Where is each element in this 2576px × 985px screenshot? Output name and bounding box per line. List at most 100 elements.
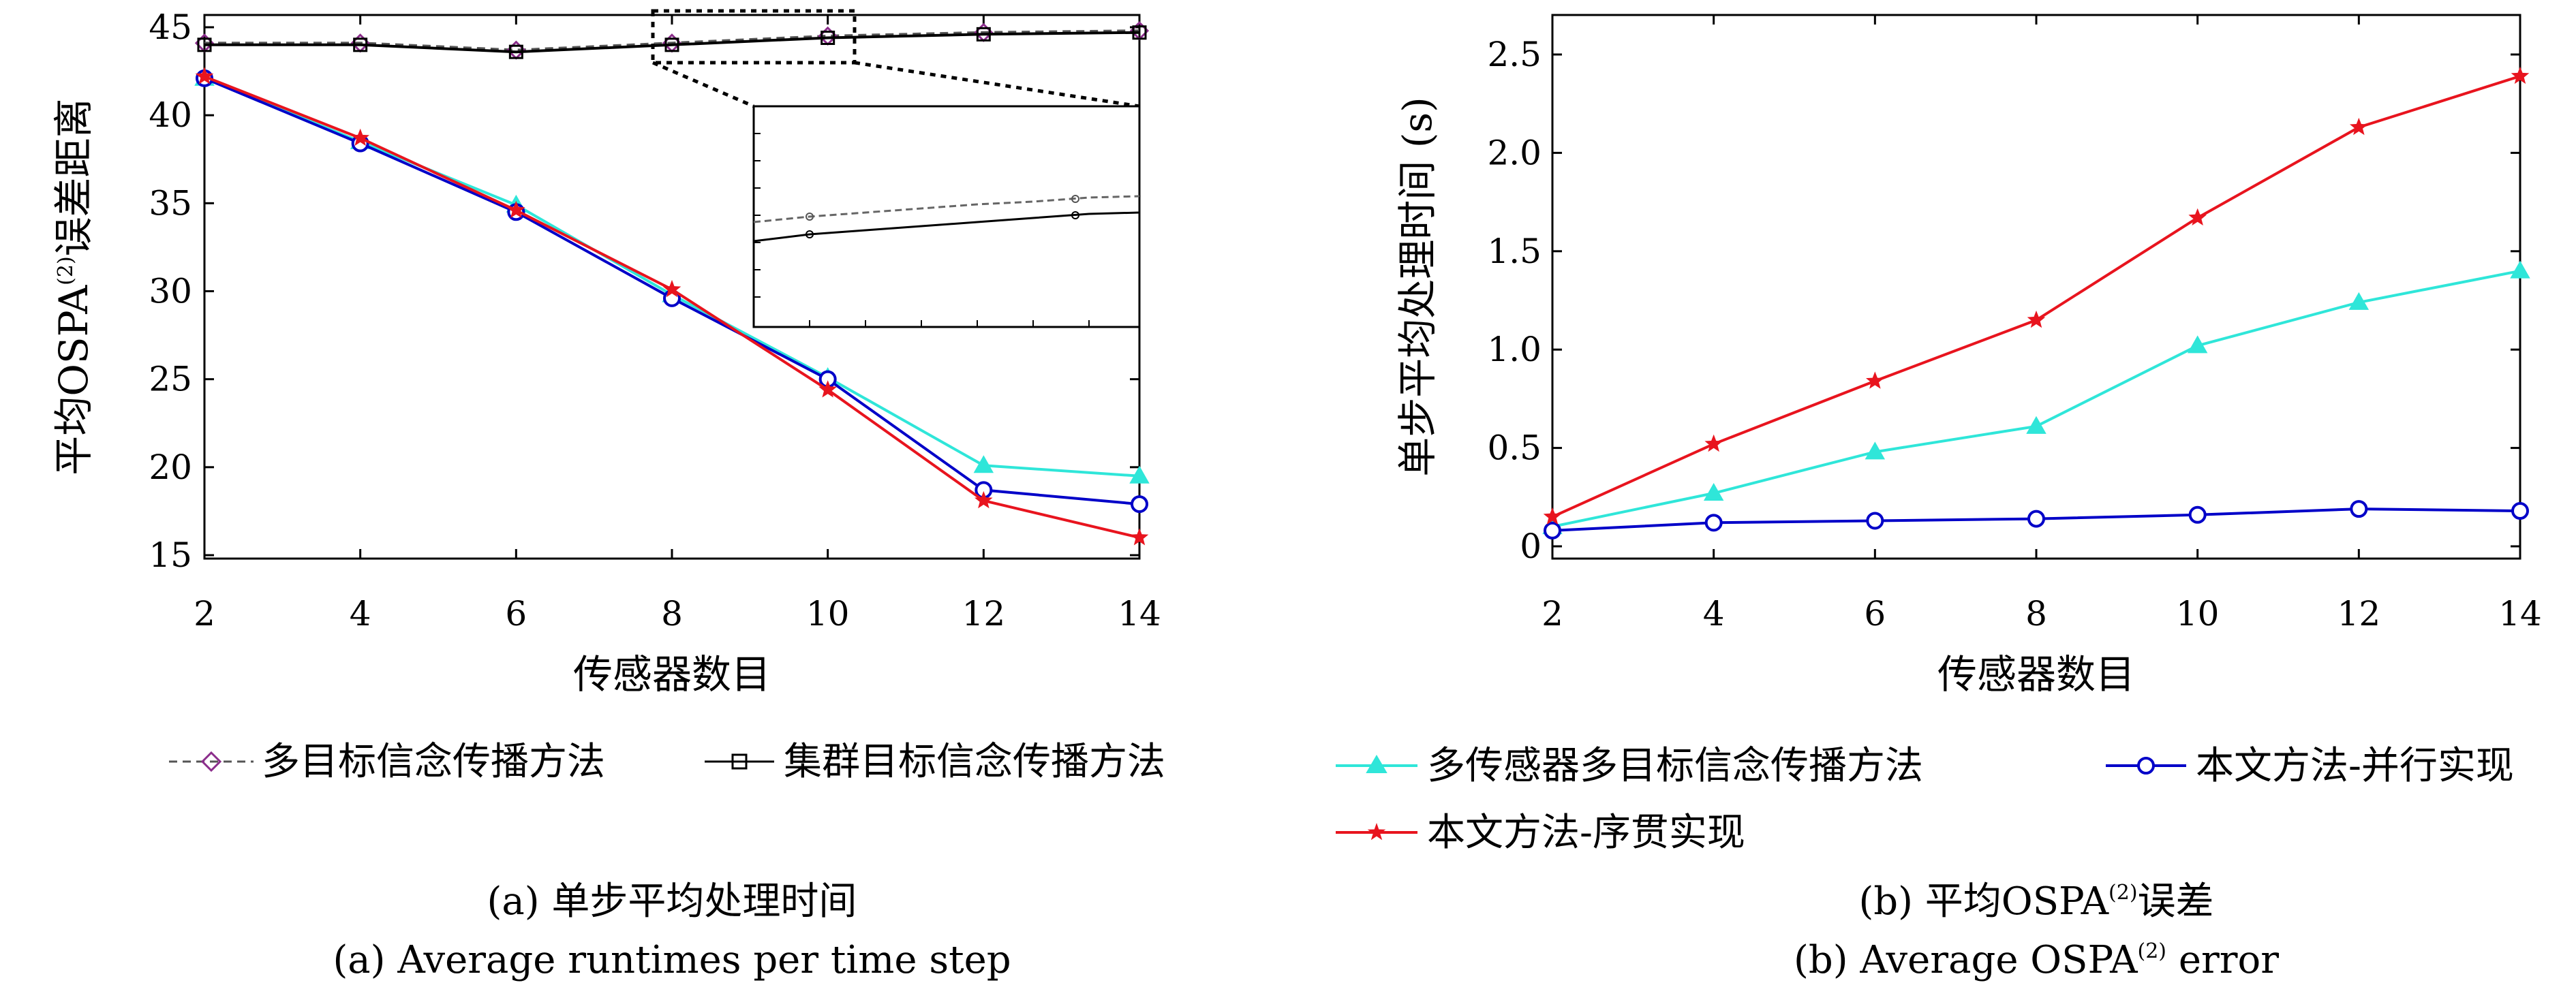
chart-b-x-axis-title: 传感器数目	[1937, 651, 2135, 698]
chart-b-y-tick-label: 0.5	[1487, 428, 1542, 468]
legend-sequential-label: 本文方法-序贯实现	[1427, 811, 1745, 855]
chart-b-caption-zh: (b) 平均OSPA(2)误差	[1858, 879, 2213, 924]
chart-a-y-tick-label: 35	[149, 183, 192, 223]
chart-a-inset-belief-line	[753, 195, 1140, 223]
chart-a-caption-zh: (a) 单步平均处理时间	[487, 879, 857, 924]
chart-a-sequential-point	[818, 380, 837, 398]
chart-a-x-tick-label: 10	[806, 594, 850, 634]
chart-a-ticks: 2 4 6 8 10 12 14 15 20 25 30 35 40 45	[149, 7, 1161, 634]
chart-b-caption-en-sup: (2)	[2138, 939, 2167, 963]
chart-b-x-tick-label: 10	[2176, 594, 2220, 634]
chart-a-inset-point	[806, 230, 814, 238]
chart-b-parallel-point	[1544, 521, 1561, 540]
legend-cluster-label: 集群目标信念传播方法	[784, 740, 1165, 784]
chart-b-parallel-point	[2188, 505, 2207, 524]
chart-a-y-axis-title: 平均OSPA(2)误差距离	[50, 98, 97, 475]
chart-a-inset-frame	[752, 105, 1141, 328]
chart-b-caption-zh-tail: 误差	[2138, 879, 2214, 924]
chart-b-x-tick-label: 2	[1542, 594, 1563, 634]
chart-a-y-title-tail: 误差距离	[50, 98, 97, 256]
legend-multisensor-label: 多传感器多目标信念传播方法	[1427, 744, 1923, 788]
chart-b-y-tick-label: 2.0	[1487, 133, 1542, 172]
chart-b-x-tick-label: 6	[1864, 594, 1886, 634]
chart-b-multisensor-point	[2510, 260, 2530, 279]
chart-b-multisensor-point	[2187, 335, 2208, 354]
chart-b-sequential-point	[2188, 208, 2207, 225]
chart-a-legend: 多目标信念传播方法 集群目标信念传播方法	[169, 740, 1165, 784]
chart-b-series-multisensor-line	[1552, 269, 2521, 529]
chart-b-sequential-point	[1866, 371, 1884, 389]
chart-b-sequential-point	[2027, 310, 2046, 328]
chart-a-sequential-point	[662, 279, 681, 298]
chart-b-parallel-point	[2350, 500, 2368, 518]
chart-b-legend: 多传感器多目标信念传播方法 本文方法-并行实现 本文方法-序贯实现	[1336, 744, 2514, 855]
legend-belief-label: 多目标信念传播方法	[262, 740, 605, 784]
chart-a-x-tick-label: 6	[505, 594, 527, 634]
chart-b-y-tick-label: 1.5	[1487, 232, 1542, 271]
chart-b-y-tick-label: 0	[1520, 527, 1542, 566]
chart-a-sequential-point	[195, 67, 214, 84]
chart-b-x-tick-label: 4	[1703, 594, 1725, 634]
chart-a-series-cluster-line	[204, 31, 1140, 54]
chart-a-zoom-connector-right	[854, 61, 1140, 108]
legend-multisensor-marker	[1366, 755, 1387, 773]
chart-a-inset-point	[806, 213, 814, 221]
chart-a-caption-en: (a) Average runtimes per time step	[333, 938, 1011, 982]
chart-a-multisensor-point	[1129, 465, 1150, 484]
chart-b-x-tick-label: 12	[2337, 594, 2381, 634]
chart-a-series-belief-line	[204, 29, 1140, 52]
chart-a-x-tick-label: 12	[962, 594, 1006, 634]
chart-a-multisensor-point	[973, 455, 994, 473]
chart-a-cluster-point	[508, 44, 523, 59]
chart-a-x-tick-label: 2	[194, 594, 215, 634]
chart-a-sequential-point	[351, 128, 369, 146]
chart-b-multisensor-point	[2348, 292, 2370, 310]
chart-b-parallel-point	[2027, 510, 2045, 528]
chart-a-sequential-point	[507, 200, 525, 218]
chart-b-multisensor-point	[2026, 416, 2046, 434]
chart-a-y-tick-label: 15	[149, 535, 192, 575]
chart-a-y-tick-label: 25	[149, 360, 192, 399]
chart-b-parallel-point	[1866, 512, 1884, 530]
chart-a-zoom-inset	[651, 9, 1141, 328]
chart-a-y-tick-label: 30	[149, 272, 192, 311]
chart-a-inset-cluster-line	[753, 211, 1140, 243]
chart-b-parallel-point	[2511, 502, 2529, 520]
chart-b-x-tick-label: 14	[2498, 594, 2542, 634]
chart-a-series	[194, 21, 1150, 546]
chart-a-x-tick-label: 8	[661, 594, 683, 634]
chart-b-caption-en: (b) Average OSPA(2) error	[1794, 938, 2279, 982]
chart-a-y-title-main: 平均OSPA	[50, 285, 97, 475]
chart-b-y-axis-title: 单步平均处理时间 (s)	[1394, 97, 1441, 476]
chart-b-series	[1542, 66, 2530, 540]
chart-a-y-tick-label: 45	[149, 7, 192, 47]
chart-b-parallel-point	[1704, 514, 1723, 532]
chart-b-x-tick-label: 8	[2025, 594, 2047, 634]
chart-a-cluster-point	[976, 27, 991, 42]
chart-a-parallel-point	[1131, 495, 1148, 514]
chart-b-caption-zh-sup: (2)	[2109, 881, 2138, 905]
chart-b-plot-frame	[1551, 14, 2521, 560]
legend-parallel-label: 本文方法-并行实现	[2196, 744, 2514, 788]
chart-a-y-tick-label: 40	[149, 95, 192, 135]
chart-a-sequential-point	[1130, 528, 1149, 546]
chart-a-zoom-box	[651, 9, 857, 65]
chart-b-caption-en-tail: error	[2166, 938, 2279, 982]
chart-b-sequential-point	[2511, 66, 2530, 84]
chart-a-cluster-point	[353, 37, 368, 52]
chart-b-y-tick-label: 1.0	[1487, 330, 1542, 369]
legend-parallel-marker	[2137, 757, 2155, 775]
chart-a-zoom-connector-left	[652, 61, 754, 108]
chart-a-y-tick-label: 20	[149, 448, 192, 487]
chart-a-x-axis-title: 传感器数目	[573, 651, 771, 698]
chart-a-x-tick-label: 14	[1118, 594, 1161, 634]
chart-a-sequential-point	[975, 490, 993, 509]
legend-cluster-marker	[731, 753, 748, 770]
chart-a-cluster-point	[821, 31, 835, 45]
chart-a-cluster-point	[197, 37, 212, 52]
chart-b-caption-zh-main: (b) 平均OSPA	[1858, 879, 2109, 924]
chart-a-x-tick-label: 4	[350, 594, 371, 634]
chart-b-multisensor-point	[1703, 482, 1724, 501]
chart-b-ticks: 2 4 6 8 10 12 14 0 0.5 1.0 1.5 2.0 2.5	[1487, 15, 2542, 634]
